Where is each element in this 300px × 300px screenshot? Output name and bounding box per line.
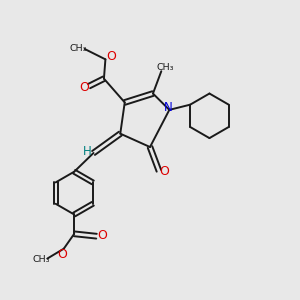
Text: O: O	[159, 165, 169, 178]
Text: O: O	[79, 81, 89, 94]
Text: O: O	[106, 50, 116, 63]
Text: CH₃: CH₃	[156, 63, 174, 72]
Text: O: O	[57, 248, 67, 261]
Text: H: H	[82, 145, 91, 158]
Text: N: N	[164, 101, 172, 114]
Text: CH₃: CH₃	[69, 44, 87, 52]
Text: O: O	[97, 229, 107, 242]
Text: CH₃: CH₃	[32, 256, 50, 265]
